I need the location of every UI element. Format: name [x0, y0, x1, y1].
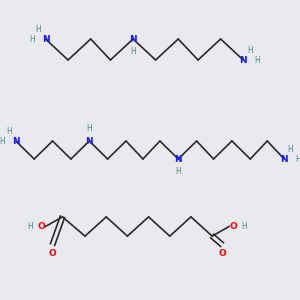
- Text: O: O: [49, 249, 56, 258]
- Text: H: H: [0, 137, 5, 146]
- Text: O: O: [230, 222, 237, 231]
- Text: N: N: [85, 136, 93, 146]
- Text: N: N: [129, 34, 137, 43]
- Text: H: H: [36, 25, 41, 34]
- Text: H: H: [29, 35, 35, 44]
- Text: H: H: [287, 145, 293, 154]
- Text: H: H: [248, 46, 253, 55]
- Text: H: H: [254, 56, 260, 65]
- Text: H: H: [7, 127, 13, 136]
- Text: O: O: [38, 222, 45, 231]
- Text: H: H: [86, 124, 92, 134]
- Text: N: N: [12, 136, 20, 146]
- Text: N: N: [239, 56, 247, 64]
- Text: O: O: [218, 249, 226, 258]
- Text: H: H: [176, 167, 181, 176]
- Text: H: H: [295, 155, 300, 164]
- Text: N: N: [42, 34, 49, 43]
- Text: H: H: [130, 46, 136, 56]
- Text: N: N: [174, 154, 182, 164]
- Text: N: N: [280, 154, 288, 164]
- Text: H: H: [241, 222, 247, 231]
- Text: H: H: [28, 222, 33, 231]
